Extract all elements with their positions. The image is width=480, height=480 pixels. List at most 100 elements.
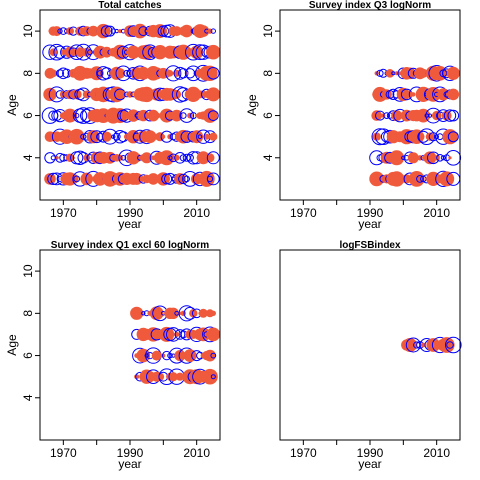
bubble-negative <box>434 134 440 139</box>
x-tick-label: 1990 <box>117 446 144 460</box>
bubble-positive <box>196 151 210 165</box>
bubble-positive <box>155 372 165 381</box>
bubble-negative <box>48 110 59 121</box>
bubble-negative <box>87 49 93 56</box>
x-tick-label: 2010 <box>423 206 450 220</box>
bubble-positive <box>188 29 192 33</box>
bubble-positive <box>146 327 161 342</box>
bubble-positive <box>159 150 175 166</box>
bubble-negative <box>96 70 104 77</box>
bubble-positive <box>206 327 221 342</box>
y-tick-label: 6 <box>21 352 35 359</box>
bubble-negative <box>179 108 194 123</box>
y-tick-label: 4 <box>21 154 35 161</box>
panel-title: Total catches <box>98 0 162 11</box>
panel-title: logFSBindex <box>339 240 401 251</box>
bubble-positive <box>161 134 166 139</box>
bubble-positive <box>391 110 403 122</box>
y-axis-label: Age <box>245 94 259 116</box>
bubble-positive <box>396 87 410 101</box>
bubble-positive <box>101 131 112 142</box>
x-tick-label: 2010 <box>423 446 450 460</box>
bubble-positive <box>155 132 165 142</box>
y-tick-label: 6 <box>261 112 275 119</box>
bubble-negative <box>445 150 462 166</box>
bubble-positive <box>442 129 458 145</box>
bubble-negative <box>165 65 182 82</box>
bubble-negative <box>73 175 81 183</box>
bubble-group <box>130 305 221 386</box>
bubble-negative <box>74 112 80 119</box>
bubble-negative <box>102 128 118 145</box>
bubble-positive <box>385 69 395 78</box>
bubble-positive <box>411 92 416 97</box>
x-tick-label: 1990 <box>357 206 384 220</box>
bubble-negative <box>206 151 220 165</box>
bubble-positive <box>49 69 58 78</box>
bubble-positive <box>124 25 136 37</box>
plot-frame <box>39 249 221 441</box>
bubble-positive <box>66 27 74 36</box>
bubble-negative <box>110 28 117 34</box>
bubble-negative <box>210 28 217 34</box>
bubble-positive <box>203 133 210 140</box>
bubble-negative <box>207 67 220 80</box>
bubble-negative <box>174 152 186 164</box>
y-tick-label: 10 <box>21 24 35 38</box>
bubble-negative <box>162 350 172 361</box>
bubble-negative <box>174 329 186 340</box>
y-tick-label: 4 <box>261 154 275 161</box>
bubble-positive <box>137 109 149 122</box>
bubble-positive <box>423 151 437 165</box>
bubble-positive <box>446 66 460 80</box>
bubble-positive <box>132 23 148 39</box>
bubble-negative <box>184 68 196 79</box>
bubble-positive <box>143 130 157 144</box>
bubble-negative <box>57 67 70 80</box>
bubble-positive <box>43 87 57 102</box>
bubble-positive <box>151 350 162 361</box>
bubble-positive <box>396 154 404 162</box>
bubble-positive <box>372 132 381 141</box>
bubble-negative <box>445 336 462 354</box>
bubble-negative <box>55 152 65 163</box>
bubble-positive <box>171 26 182 37</box>
bubble-group <box>401 336 462 354</box>
bubble-positive <box>139 86 155 103</box>
y-tick-label: 4 <box>21 394 35 401</box>
bubble-positive <box>86 175 94 183</box>
bubble-positive <box>189 309 198 318</box>
bubble-negative <box>42 44 58 60</box>
bubble-positive <box>127 109 140 122</box>
bubble-negative <box>100 25 113 38</box>
bubble-negative <box>96 66 111 81</box>
bubble-positive <box>180 24 193 38</box>
y-tick-label: 10 <box>261 24 275 38</box>
bubble-negative <box>57 28 63 34</box>
bubble-negative <box>183 175 190 183</box>
bubble-positive <box>136 174 144 183</box>
bubble-positive <box>86 130 100 144</box>
bubble-positive <box>202 65 218 82</box>
bubble-negative <box>376 69 384 77</box>
bubble-positive <box>114 68 126 79</box>
bubble-negative <box>178 173 189 185</box>
bubble-negative <box>123 69 131 77</box>
bubble-positive <box>441 110 452 121</box>
x-axis-label: year <box>358 457 381 471</box>
bubble-negative <box>141 311 146 316</box>
bubble-negative <box>416 175 424 183</box>
bubble-positive <box>404 67 416 80</box>
bubble-positive <box>198 308 208 318</box>
x-axis-label: year <box>358 217 381 231</box>
bubble-negative <box>443 109 457 122</box>
bubble-positive <box>371 110 383 121</box>
y-tick-label: 8 <box>21 70 35 77</box>
plot-frame <box>39 9 221 201</box>
bubble-positive <box>168 372 178 382</box>
bubble-positive <box>447 88 460 101</box>
bubble-negative <box>210 352 217 359</box>
bubble-positive <box>150 88 163 101</box>
bubble-negative <box>383 112 391 119</box>
panel-3: Survey index Q1 excl 60 logNorm 1970 1990 2… <box>5 240 221 471</box>
